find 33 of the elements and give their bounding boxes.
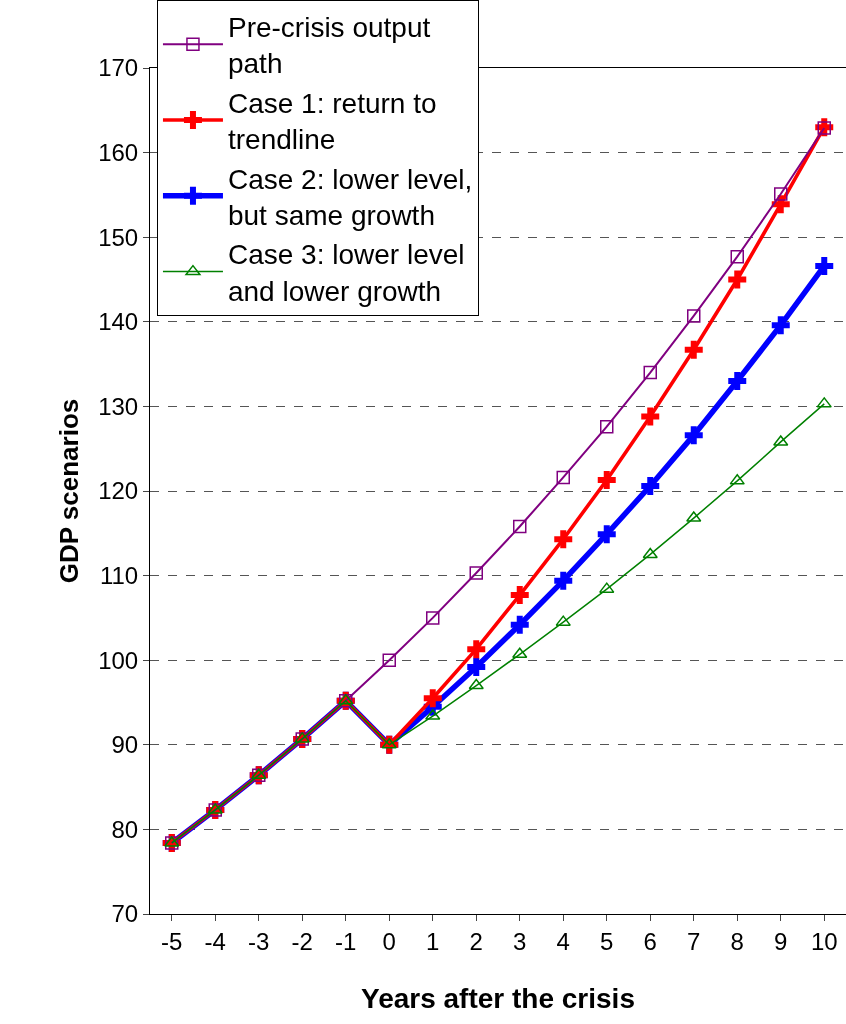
y-tick-label: 80 bbox=[111, 815, 139, 843]
x-tick-label: -5 bbox=[161, 927, 183, 955]
x-tick-label: 9 bbox=[774, 927, 788, 955]
legend-label: Case 3: lower level and lower growth bbox=[227, 239, 465, 307]
y-tick-label: 140 bbox=[98, 308, 139, 336]
x-tick-label: -3 bbox=[248, 927, 270, 955]
x-tick-label: 3 bbox=[513, 927, 527, 955]
y-tick-label: 110 bbox=[99, 562, 139, 589]
y-tick-label: 130 bbox=[98, 392, 139, 420]
x-tick-label: 0 bbox=[382, 927, 396, 955]
y-tick-label: 90 bbox=[111, 731, 139, 759]
x-tick-label: 2 bbox=[469, 927, 483, 955]
x-tick-label: 7 bbox=[687, 927, 701, 955]
y-tick-label: 150 bbox=[98, 223, 139, 251]
y-tick-label: 100 bbox=[98, 646, 139, 674]
x-tick-label: -1 bbox=[335, 927, 357, 955]
x-tick-label: 6 bbox=[643, 927, 657, 955]
y-tick-label: 160 bbox=[98, 139, 139, 166]
x-tick-label: -2 bbox=[291, 927, 313, 955]
legend-label: Case 2: lower level, but same growth bbox=[227, 163, 473, 231]
y-tick-label: 120 bbox=[98, 477, 139, 505]
y-tick-label: 70 bbox=[111, 900, 139, 928]
x-axis-title: Years after the crisis bbox=[361, 983, 635, 1014]
x-tick-label: 8 bbox=[730, 927, 744, 955]
legend-label: Case 1: return to trendline bbox=[227, 87, 437, 156]
legend-label: Pre-crisis output path bbox=[227, 11, 431, 80]
y-axis-title: GDP scenarios bbox=[53, 398, 84, 584]
x-tick-label: -4 bbox=[204, 927, 226, 955]
x-tick-label: 4 bbox=[556, 927, 570, 955]
x-tick-label: 1 bbox=[426, 927, 440, 955]
y-tick-label: 170 bbox=[98, 54, 139, 82]
x-tick-label: 5 bbox=[600, 927, 614, 955]
x-tick-label: 10 bbox=[810, 927, 838, 955]
